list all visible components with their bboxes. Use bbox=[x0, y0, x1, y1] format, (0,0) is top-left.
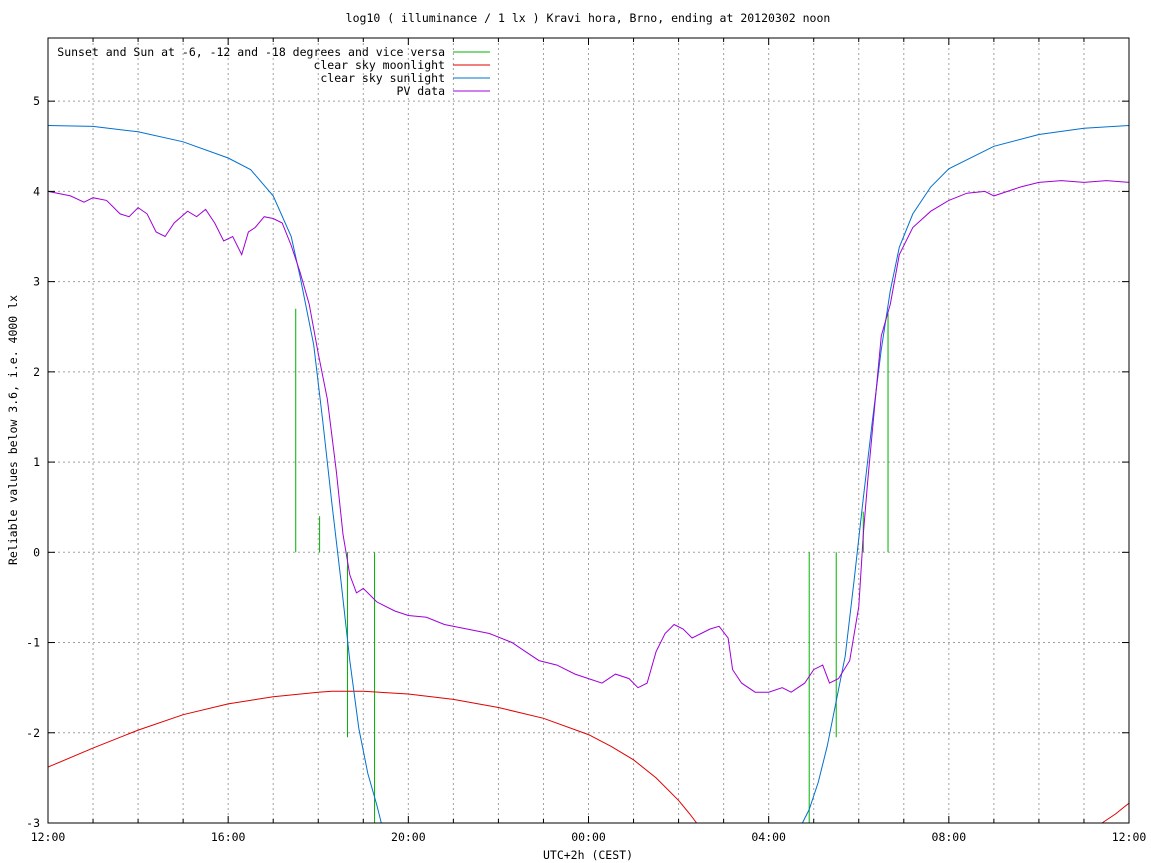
x-axis-label: UTC+2h (CEST) bbox=[543, 848, 633, 862]
series-line-4 bbox=[47, 180, 1130, 693]
series-line-3 bbox=[801, 125, 1130, 824]
y-tick-label: 3 bbox=[33, 275, 40, 289]
legend-label: PV data bbox=[397, 84, 445, 98]
series-line-2 bbox=[1101, 802, 1130, 824]
x-tick-label: 20:00 bbox=[391, 830, 426, 844]
y-tick-label: 1 bbox=[33, 455, 40, 469]
y-tick-label: -3 bbox=[26, 816, 40, 830]
y-tick-label: 0 bbox=[33, 545, 40, 559]
y-tick-label: 5 bbox=[33, 94, 40, 108]
series-line-3 bbox=[47, 125, 382, 824]
series-layer bbox=[47, 125, 1130, 824]
legend-label: clear sky sunlight bbox=[320, 71, 445, 85]
chart-title: log10 ( illuminance / 1 lx ) Kravi hora,… bbox=[346, 11, 831, 25]
y-tick-label: -1 bbox=[26, 636, 40, 650]
x-tick-label: 00:00 bbox=[571, 830, 606, 844]
grid bbox=[48, 38, 1129, 823]
x-tick-label: 08:00 bbox=[932, 830, 967, 844]
plot-frame bbox=[47, 37, 1130, 824]
ticks: -3 -2 -1 0 1 2 3 4 5 12:00 16:00 20:00 00:00 04:00 08:… bbox=[26, 38, 1146, 844]
y-tick-label: -2 bbox=[26, 726, 40, 740]
y-axis-label: Reliable values below 3.6, i.e. 4000 lx bbox=[6, 295, 20, 565]
x-tick-label: 16:00 bbox=[211, 830, 246, 844]
y-tick-label: 2 bbox=[33, 365, 40, 379]
y-tick-label: 4 bbox=[33, 184, 40, 198]
legend-label: Sunset and Sun at -6, -12 and -18 degree… bbox=[57, 45, 445, 59]
series-line-2 bbox=[47, 690, 697, 824]
legend: Sunset and Sun at -6, -12 and -18 degree… bbox=[57, 45, 490, 98]
legend-label: clear sky moonlight bbox=[313, 58, 445, 72]
x-tick-label: 12:00 bbox=[31, 830, 66, 844]
x-tick-label: 04:00 bbox=[751, 830, 786, 844]
x-tick-label: 12:00 bbox=[1112, 830, 1147, 844]
